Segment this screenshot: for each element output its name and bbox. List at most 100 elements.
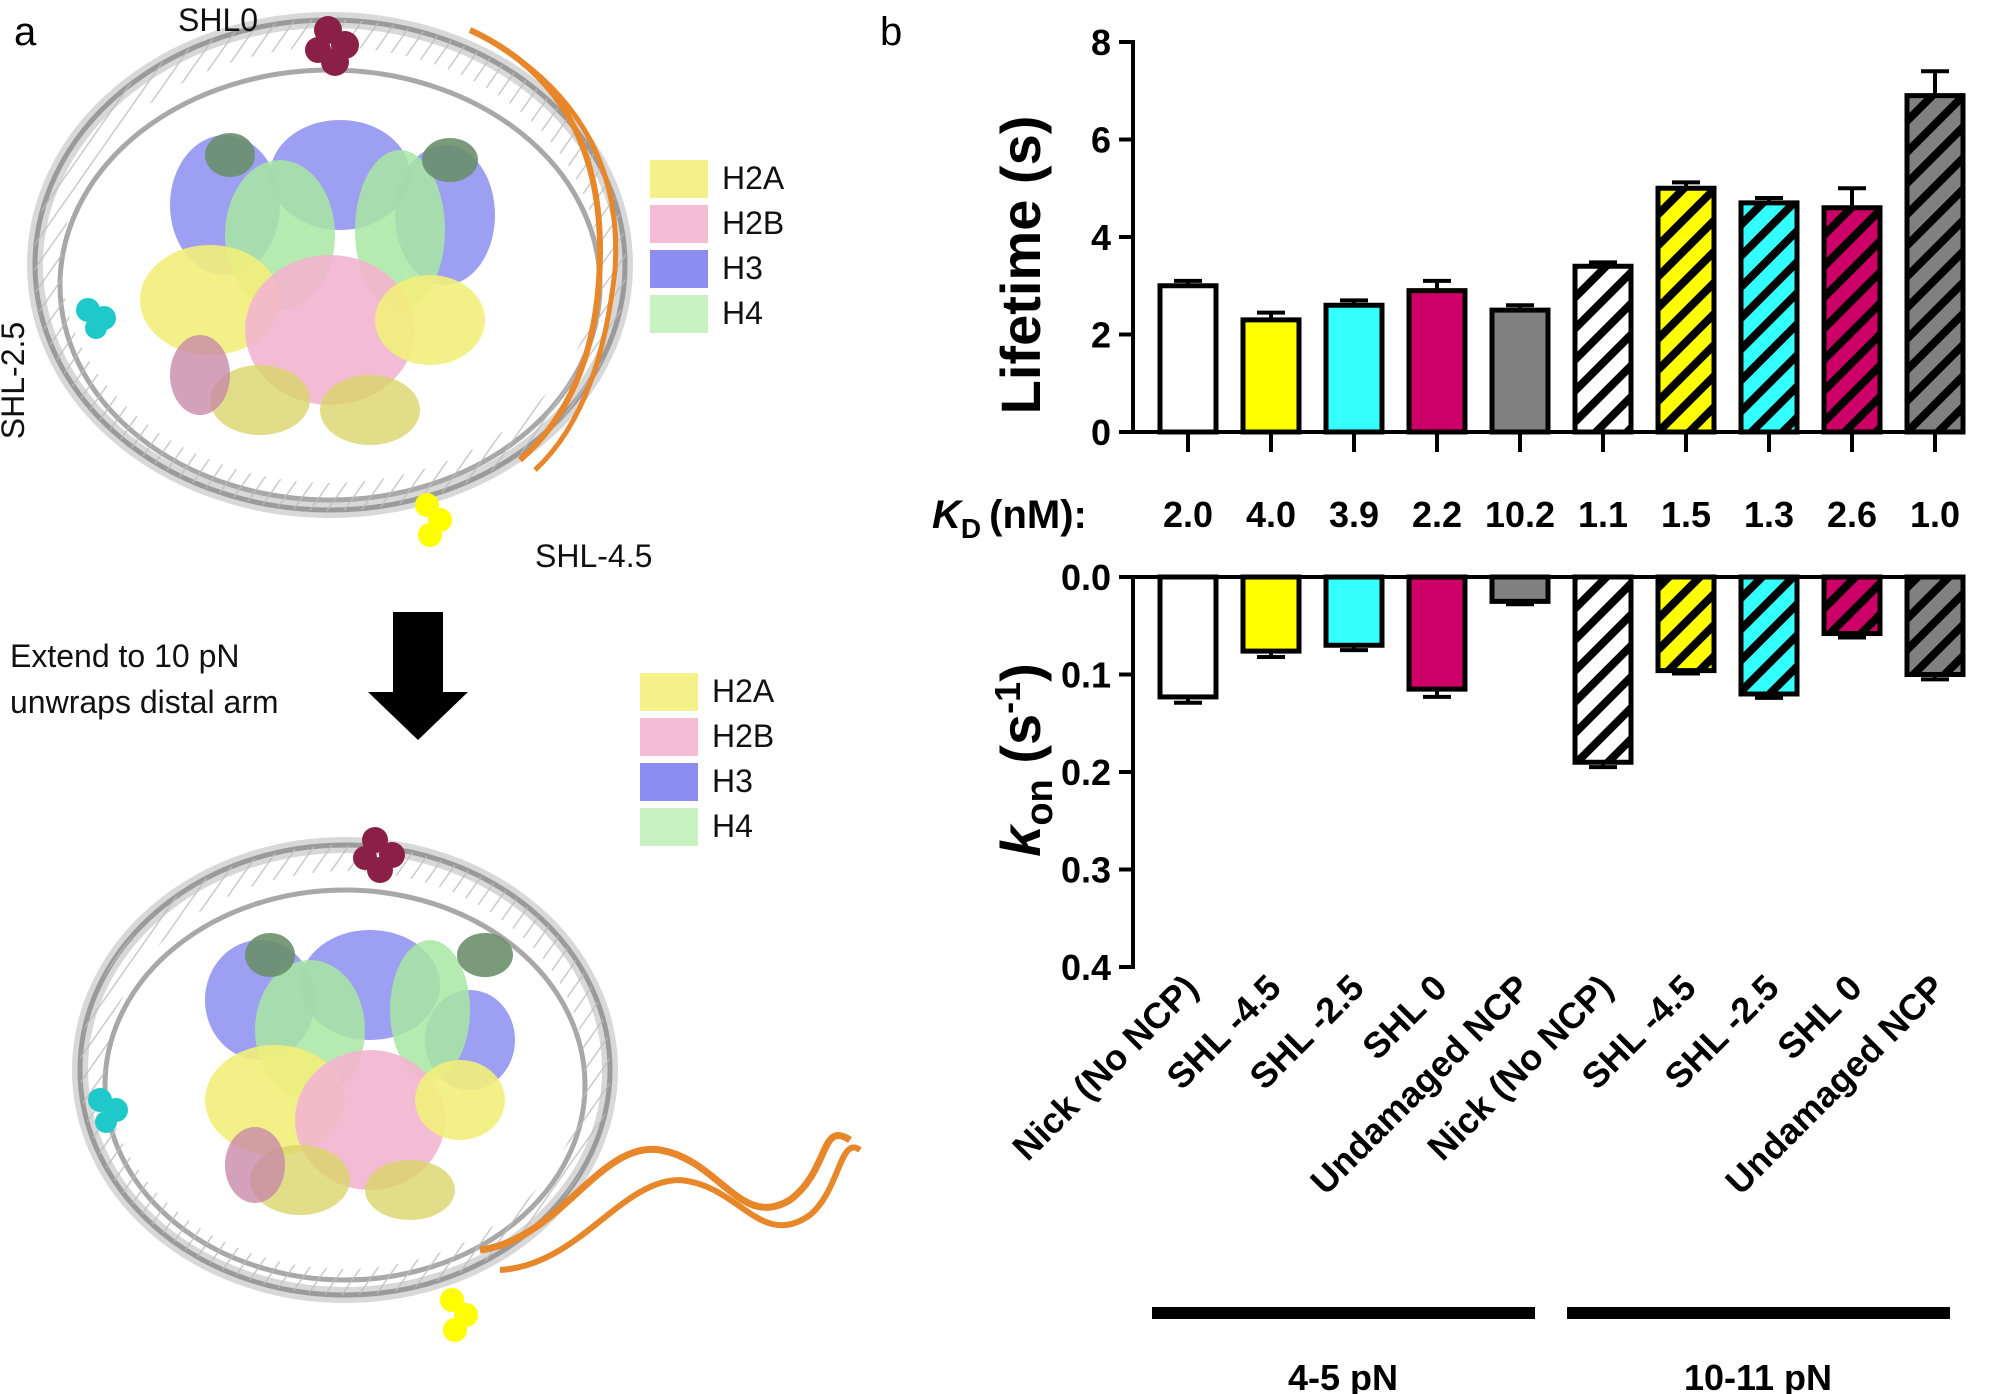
bar-fill [1157, 574, 1219, 700]
bottom-shl0-damage-site [353, 827, 405, 883]
bottom-legend-h2a: H2A [712, 673, 775, 709]
bar-fill [1240, 574, 1302, 654]
group-bar-4-5pN [1152, 1307, 1535, 1319]
lifetime-chart: 0 2 4 6 8 [1091, 22, 1966, 453]
kd-value: 2.2 [1412, 494, 1462, 535]
top-legend-h3: H3 [722, 250, 763, 286]
top-legend-h4: H4 [722, 295, 763, 331]
bottom-legend [640, 673, 698, 846]
bar-hatch [1826, 579, 1878, 632]
bottom-shl-minus-4-5-damage-site [440, 1288, 478, 1342]
bar-fill [1240, 317, 1302, 435]
kd-value: 1.5 [1661, 494, 1711, 535]
y-tick-label: 0 [1091, 412, 1111, 453]
bar-fill [1323, 574, 1385, 648]
bar-10 [1904, 574, 1966, 682]
bar-fill [1489, 307, 1551, 435]
top-nucleosome-structure [27, 12, 633, 547]
top-legend [650, 160, 708, 333]
bar-5 [1489, 303, 1551, 435]
bar-7 [1655, 180, 1717, 435]
kon-axis-label-close: ) [989, 663, 1052, 682]
kd-value: 1.1 [1578, 494, 1628, 535]
shl-minus-4-5-label: SHL-4.5 [535, 538, 653, 574]
arrow-caption-line2: unwraps distal arm [10, 684, 279, 720]
y-tick-label: 4 [1091, 217, 1111, 258]
arrow-caption-line1: Extend to 10 pN [10, 638, 240, 674]
y-tick-label: 0.4 [1061, 947, 1111, 988]
kd-label-unit: (nM): [989, 493, 1087, 537]
group-label-4-5pN: 4-5 pN [1288, 1357, 1398, 1394]
kd-value: 2.6 [1827, 494, 1877, 535]
kd-values: 2.0 4.0 3.9 2.2 10.2 1.1 1.5 1.3 2.6 1.0 [1163, 494, 1960, 535]
bar-10 [1904, 69, 1966, 435]
shl-minus-2-5-damage-site [76, 298, 116, 339]
bar-9 [1821, 186, 1883, 435]
kd-value: 1.3 [1744, 494, 1794, 535]
bar-1 [1157, 574, 1219, 705]
bar-hatch [1743, 579, 1795, 692]
panel-b-letter: b [880, 10, 903, 54]
y-tick-label: 8 [1091, 22, 1111, 63]
y-tick-label: 0.2 [1061, 752, 1111, 793]
bar-5 [1489, 574, 1551, 607]
bar-2 [1240, 574, 1302, 659]
top-legend-h2a: H2A [722, 160, 785, 196]
group-label-10-11pN: 10-11 pN [1684, 1357, 1832, 1394]
bar-7 [1655, 574, 1717, 676]
panel-a-letter: a [14, 10, 37, 54]
bar-4 [1406, 574, 1468, 699]
bar-hatch [1743, 204, 1795, 430]
bar-4 [1406, 278, 1468, 435]
y-tick-label: 6 [1091, 120, 1111, 161]
bottom-legend-h3: H3 [712, 763, 753, 799]
y-tick-label: 0.3 [1061, 850, 1111, 891]
bar-fill [1406, 288, 1468, 435]
shl0-label: SHL0 [178, 2, 259, 38]
kon-axis-label: kon (s-1) [987, 663, 1061, 857]
bottom-legend-h4: H4 [712, 808, 753, 844]
kon-axis-label-sub: on [1019, 779, 1061, 825]
shl0-damage-site [305, 16, 359, 76]
bottom-nucleosome-structure [72, 827, 862, 1342]
bar-fill [1406, 574, 1468, 692]
kon-chart: 0.0 0.1 0.2 0.3 0.4 [1061, 557, 1966, 988]
top-legend-h2b: H2B [722, 205, 785, 241]
kon-axis-label-k: k [989, 823, 1052, 857]
bar-8 [1738, 574, 1800, 700]
kon-axis-label-sup: -1 [987, 682, 1028, 714]
bar-2 [1240, 310, 1302, 435]
shl-minus-4-5-damage-site [415, 493, 452, 547]
kd-label-sub: D [961, 513, 981, 544]
bar-hatch [1909, 97, 1961, 430]
group-bar-10-11pN [1567, 1307, 1950, 1319]
bar-6 [1572, 260, 1634, 435]
y-tick-label: 0.1 [1061, 655, 1111, 696]
bar-3 [1323, 298, 1385, 435]
kd-value: 2.0 [1163, 494, 1213, 535]
down-arrow-icon [368, 612, 468, 740]
bar-hatch [1660, 190, 1712, 430]
bar-hatch [1577, 579, 1629, 761]
bar-fill [1323, 302, 1385, 435]
y-tick-label: 0.0 [1061, 557, 1111, 598]
bar-hatch [1826, 209, 1878, 430]
bar-hatch [1660, 579, 1712, 669]
bar-hatch [1909, 579, 1961, 673]
kd-row-label: KD (nM): [932, 493, 1087, 544]
kd-value: 1.0 [1910, 494, 1960, 535]
lifetime-axis-label: Lifetime (s) [989, 116, 1052, 415]
bar-9 [1821, 574, 1883, 640]
kd-value: 4.0 [1246, 494, 1296, 535]
kd-label-k: K [932, 493, 964, 537]
bottom-legend-h2b: H2B [712, 718, 775, 754]
bar-3 [1323, 574, 1385, 653]
bar-hatch [1577, 268, 1629, 430]
bar-8 [1738, 196, 1800, 435]
kd-value: 10.2 [1485, 494, 1555, 535]
bar-fill [1157, 283, 1219, 435]
bottom-shl-minus-2-5-damage-site [88, 1088, 128, 1133]
